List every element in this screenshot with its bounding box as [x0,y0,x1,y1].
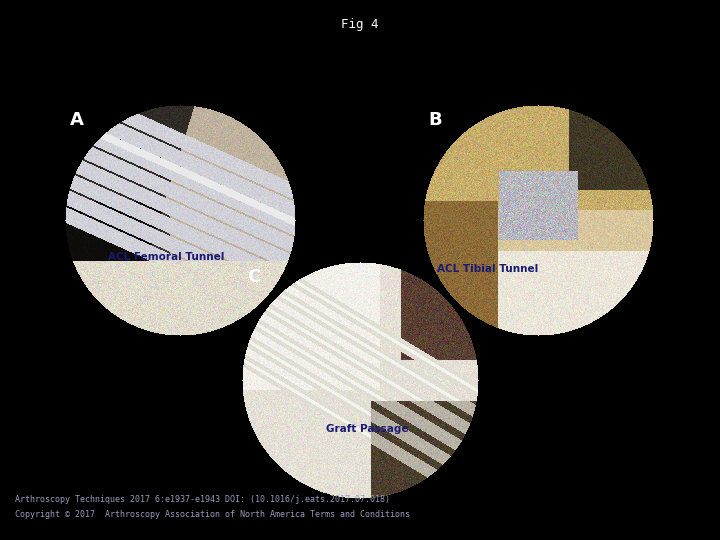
Text: ACL Tibial Tunnel: ACL Tibial Tunnel [437,264,539,274]
Text: B: B [428,111,441,129]
Text: Copyright © 2017  Arthroscopy Association of North America Terms and Conditions: Copyright © 2017 Arthroscopy Association… [15,510,410,519]
Text: C: C [247,268,260,286]
Circle shape [239,259,481,501]
Circle shape [420,102,656,338]
Text: Fig 4: Fig 4 [341,18,379,31]
Text: A: A [70,111,84,129]
Text: Graft Passage: Graft Passage [326,424,408,434]
Text: ACL Femoral Tunnel: ACL Femoral Tunnel [108,252,225,262]
Circle shape [62,102,298,338]
Text: Arthroscopy Techniques 2017 6:e1937-e1943 DOI: (10.1016/j.eats.2017.07.018): Arthroscopy Techniques 2017 6:e1937-e194… [15,495,390,504]
